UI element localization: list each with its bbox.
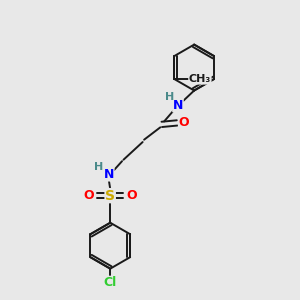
Text: N: N [173,99,183,112]
Text: Cl: Cl [103,276,117,289]
Text: O: O [178,116,189,129]
Text: O: O [126,189,137,202]
Text: H: H [94,162,103,172]
Text: N: N [103,168,114,181]
Text: H: H [164,92,174,102]
Text: CH₃: CH₃ [189,74,211,84]
Text: S: S [105,189,115,202]
Text: O: O [84,189,94,202]
